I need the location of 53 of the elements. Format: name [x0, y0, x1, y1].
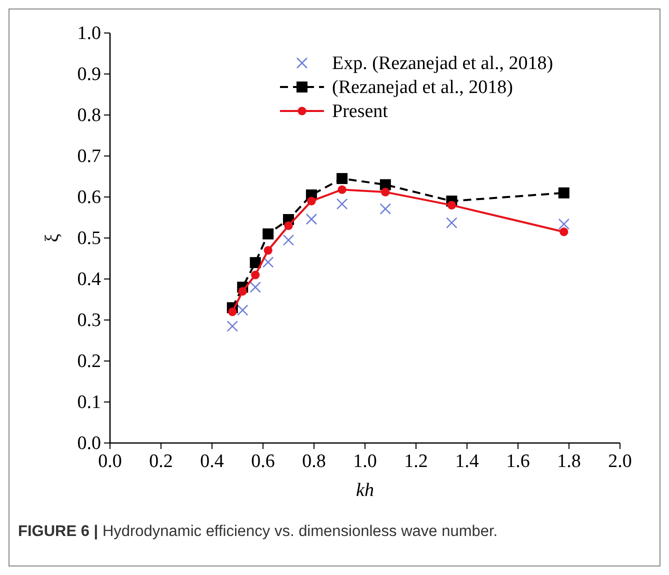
x-tick-label: 1.0	[353, 451, 377, 472]
point	[284, 221, 293, 230]
point	[381, 188, 390, 196]
y-tick-label: 0.0	[77, 433, 101, 454]
legend-label: (Rezanejad et al., 2018)	[332, 77, 513, 98]
point	[250, 257, 261, 268]
caption: FIGURE 6 | Hydrodynamic efficiency vs. dimensionless wave number.	[18, 523, 498, 540]
point	[226, 320, 238, 332]
point	[264, 246, 272, 255]
legend-label: Present	[332, 101, 389, 122]
point	[262, 256, 274, 268]
x-tick-label: 0.4	[200, 451, 224, 472]
point	[306, 213, 318, 225]
point	[558, 218, 570, 230]
x-tick-label: 0.8	[302, 451, 326, 472]
point	[228, 308, 237, 316]
y-tick-label: 1.0	[77, 23, 101, 44]
legend-label: Exp. (Rezanejad et al., 2018)	[332, 53, 554, 74]
point	[307, 196, 316, 206]
point	[236, 304, 248, 316]
point	[250, 282, 261, 293]
x-tick-label: 1.6	[506, 451, 530, 472]
y-tick-label: 0.5	[77, 228, 101, 249]
y-axis-title: ξ	[42, 233, 63, 242]
point	[336, 173, 348, 184]
y-tick-label: 0.2	[77, 351, 101, 372]
x-tick-label: 0.2	[149, 451, 173, 472]
point	[558, 187, 570, 198]
point	[380, 203, 392, 215]
point	[282, 234, 294, 246]
y-tick-label: 0.1	[77, 392, 101, 413]
x-tick-label: 1.8	[557, 451, 581, 472]
x-tick-label: 1.4	[455, 451, 480, 472]
x-tick-label: 2.0	[608, 451, 632, 472]
y-tick-label: 0.9	[77, 64, 101, 85]
x-tick-label: 1.2	[404, 451, 428, 472]
point	[251, 270, 260, 280]
y-tick-label: 0.4	[77, 269, 102, 290]
x-axis-title: kh	[356, 480, 374, 501]
y-tick-label: 0.3	[77, 310, 101, 331]
point	[336, 198, 348, 210]
point	[380, 179, 391, 190]
point	[262, 228, 274, 240]
x-tick-label: 0.0	[98, 451, 122, 472]
point	[338, 185, 346, 194]
y-tick-label: 0.6	[77, 187, 101, 208]
y-tick-label: 0.7	[77, 146, 101, 167]
x-tick-label: 0.6	[251, 451, 275, 472]
point	[446, 217, 458, 228]
point	[238, 287, 247, 296]
point	[560, 228, 568, 236]
y-tick-label: 0.8	[77, 105, 101, 126]
point	[447, 200, 456, 210]
